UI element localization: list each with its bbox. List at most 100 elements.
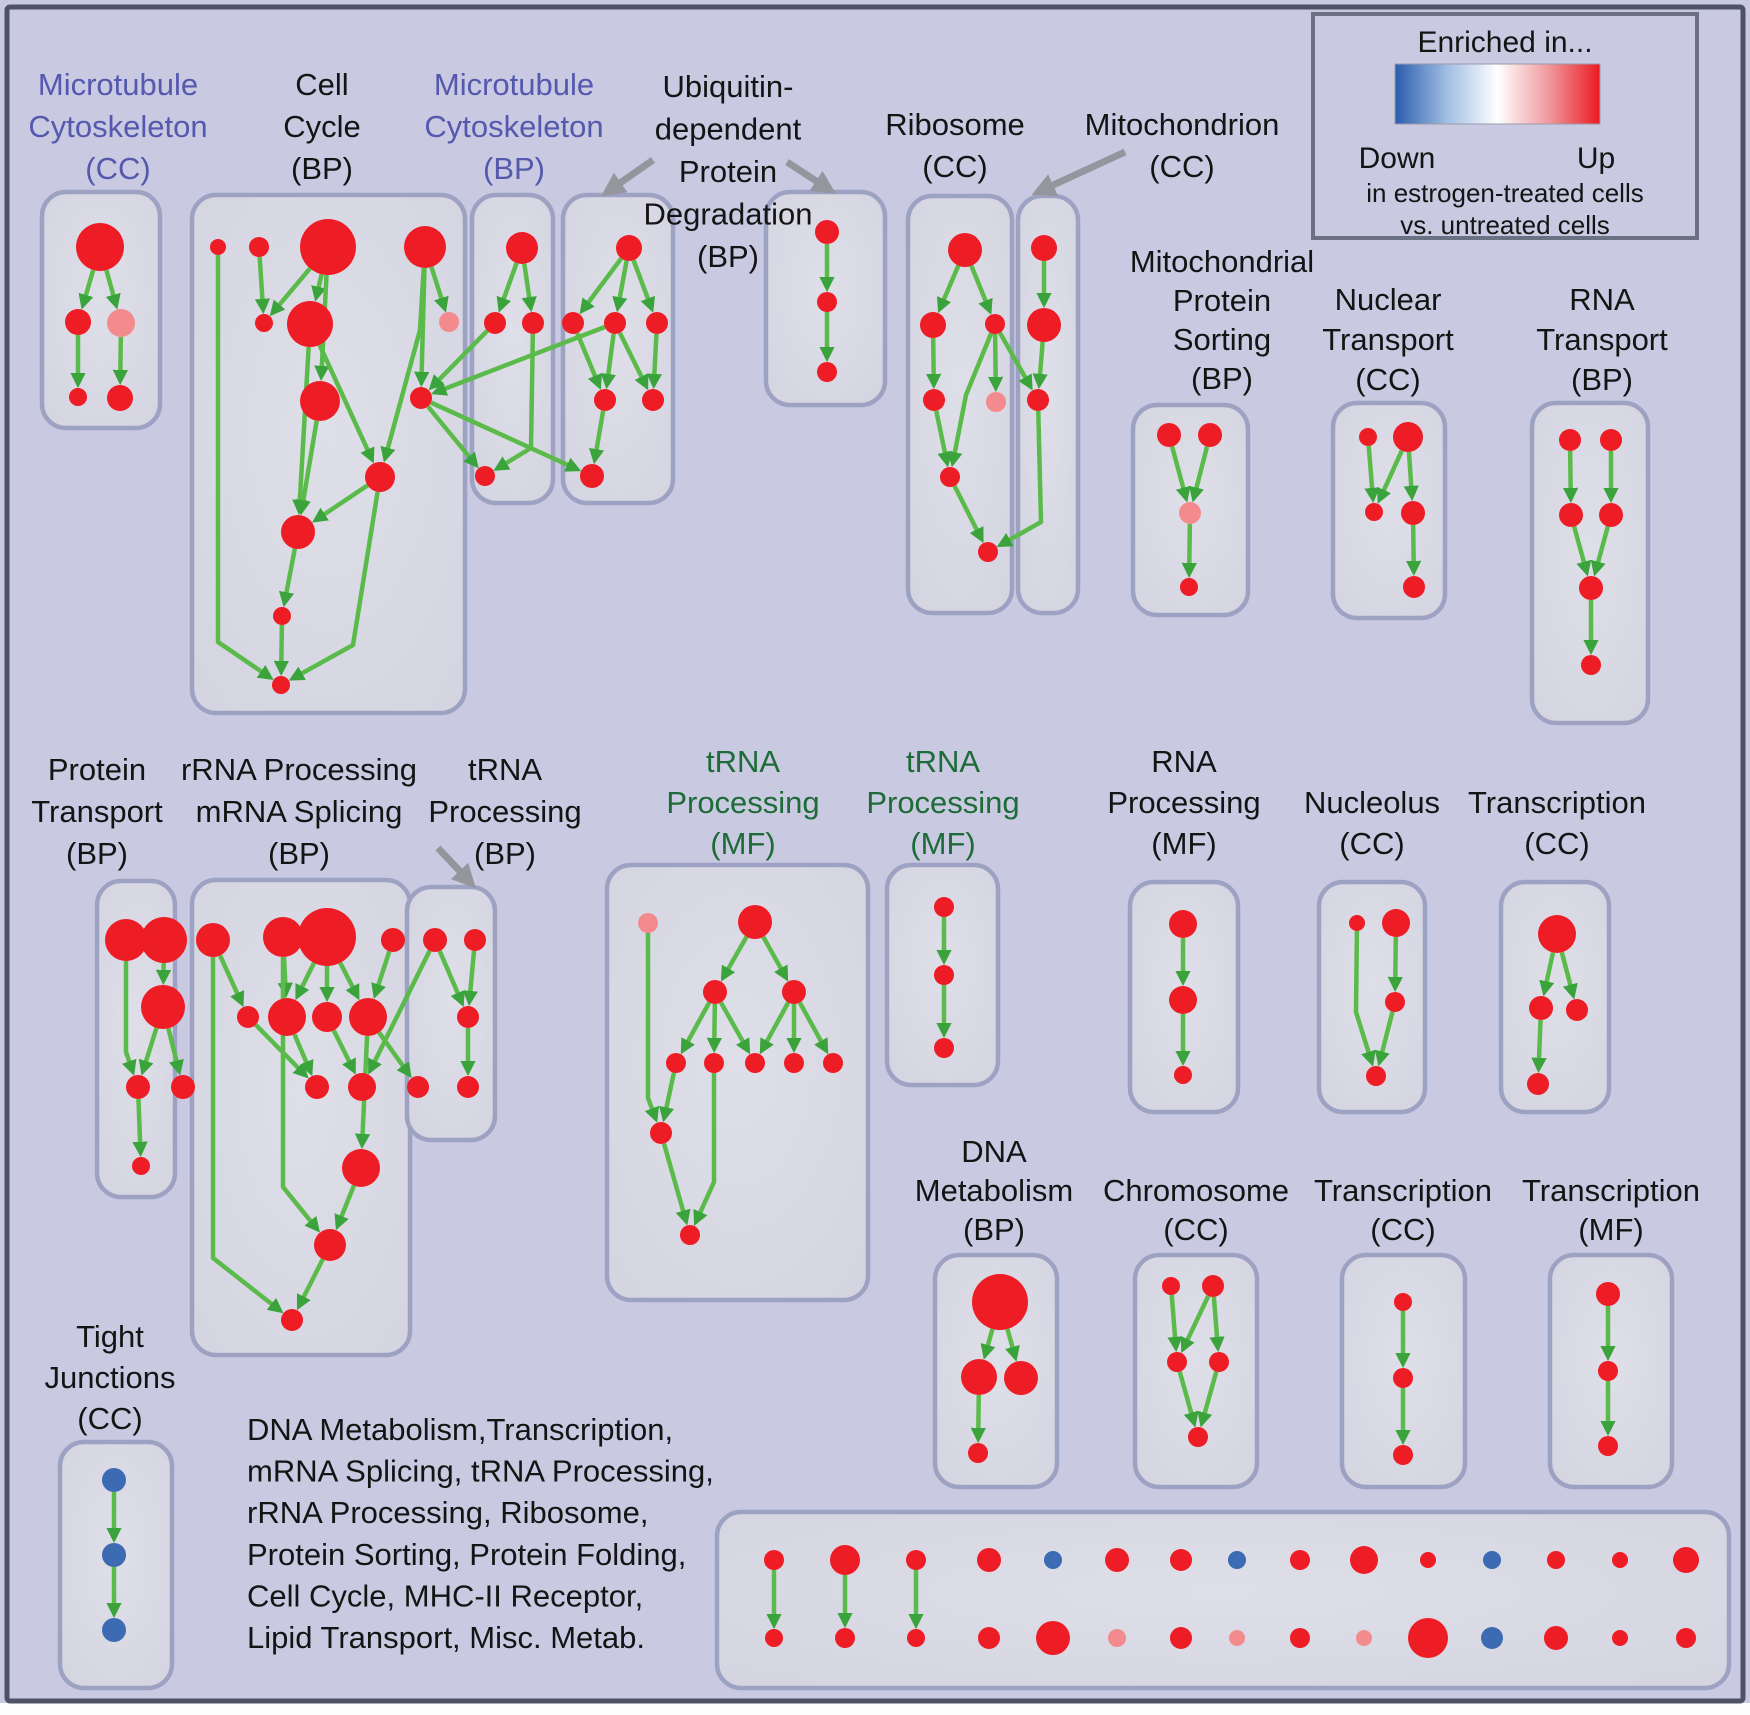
cluster-label-rrna: rRNA Processing bbox=[181, 752, 417, 787]
go-term-node bbox=[1547, 1551, 1565, 1569]
cluster-label-tightjunc: (CC) bbox=[77, 1401, 142, 1436]
cluster-box-strip bbox=[714, 1509, 1732, 1691]
relation-edge bbox=[317, 343, 375, 464]
go-term-node bbox=[961, 1359, 997, 1395]
go-term-node bbox=[1483, 1551, 1501, 1569]
relation-edge bbox=[371, 950, 392, 1000]
cluster-label-dnamet: Metabolism bbox=[915, 1173, 1074, 1208]
cluster-box-nuctrans bbox=[1330, 400, 1448, 621]
relation-edge bbox=[579, 257, 624, 315]
go-term-node bbox=[312, 1002, 342, 1032]
cluster-label-nuctrans: Nuclear bbox=[1335, 282, 1442, 317]
relation-edge bbox=[377, 1031, 412, 1079]
go-term-node bbox=[1676, 1628, 1696, 1648]
go-term-node bbox=[823, 1053, 843, 1073]
go-term-node bbox=[986, 392, 1006, 412]
relation-edge bbox=[428, 329, 489, 391]
cluster-label-nucleolus: (CC) bbox=[1339, 826, 1404, 861]
go-term-node bbox=[1170, 1627, 1192, 1649]
go-term-node bbox=[907, 1629, 925, 1647]
relation-edge bbox=[1032, 341, 1048, 390]
cluster-label-rrna: (BP) bbox=[268, 836, 330, 871]
go-term-node bbox=[1188, 1427, 1208, 1447]
relation-edge bbox=[1377, 449, 1404, 504]
annotation-arrow bbox=[435, 845, 476, 889]
cluster-label-prottrans: (BP) bbox=[66, 836, 128, 871]
relation-edge bbox=[661, 1142, 691, 1226]
go-term-node bbox=[1170, 1549, 1192, 1571]
relation-edge bbox=[132, 1098, 148, 1158]
go-term-node bbox=[300, 381, 340, 421]
go-term-node bbox=[522, 312, 544, 334]
go-term-node bbox=[1393, 422, 1423, 452]
legend-gradient-bar bbox=[1394, 63, 1601, 125]
go-term-node bbox=[457, 1006, 479, 1028]
relation-edge bbox=[1572, 525, 1592, 577]
go-term-node bbox=[765, 1629, 783, 1647]
annotation-arrow bbox=[785, 159, 836, 194]
relation-edge bbox=[1177, 1371, 1199, 1428]
relation-edge bbox=[761, 935, 789, 982]
relation-edge bbox=[1180, 1294, 1211, 1354]
relation-edge bbox=[210, 957, 284, 1314]
go-term-node bbox=[298, 908, 356, 966]
go-term-node bbox=[782, 980, 806, 1004]
go-term-node bbox=[972, 1274, 1028, 1330]
go-term-node bbox=[784, 1053, 804, 1073]
relation-edge bbox=[430, 400, 582, 472]
go-term-node bbox=[1169, 986, 1197, 1014]
go-term-node bbox=[948, 233, 982, 267]
cluster-box-dnamet bbox=[932, 1252, 1060, 1490]
cluster-label-ubiquitin: Degradation bbox=[644, 197, 813, 232]
cluster-label-chromosome: Chromosome bbox=[1103, 1173, 1289, 1208]
go-term-node bbox=[738, 905, 772, 939]
relation-edge bbox=[292, 1033, 314, 1077]
go-term-node bbox=[1403, 576, 1425, 598]
relation-edge bbox=[1403, 451, 1419, 502]
summary-text-line: mRNA Splicing, tRNA Processing, bbox=[247, 1454, 714, 1489]
relation-edge bbox=[934, 410, 953, 468]
cluster-label-rnatrans: RNA bbox=[1569, 282, 1635, 317]
cluster-label-mps: Sorting bbox=[1173, 322, 1271, 357]
go-term-node bbox=[1673, 1547, 1699, 1573]
go-term-node bbox=[1420, 1552, 1436, 1568]
relation-edge bbox=[254, 1023, 309, 1079]
relation-edge bbox=[1005, 1328, 1020, 1362]
go-term-node bbox=[1385, 992, 1405, 1012]
go-term-node bbox=[65, 309, 91, 335]
relation-edge bbox=[338, 961, 360, 1001]
relation-edge bbox=[996, 410, 1044, 548]
relation-edge bbox=[1562, 450, 1579, 504]
cluster-box-chromosome bbox=[1132, 1252, 1260, 1490]
go-term-node bbox=[650, 1122, 672, 1144]
go-term-node bbox=[1600, 429, 1622, 451]
relation-edge bbox=[292, 346, 311, 516]
go-term-node bbox=[1031, 235, 1057, 261]
cluster-label-ribosome: Ribosome bbox=[885, 107, 1025, 142]
cluster-label-nucleolus: Nucleolus bbox=[1304, 785, 1440, 820]
go-term-node bbox=[410, 387, 432, 409]
go-term-node bbox=[102, 1543, 126, 1567]
relation-edge bbox=[988, 333, 1004, 393]
go-term-node bbox=[1566, 999, 1588, 1021]
cluster-label-trnamf2: (MF) bbox=[910, 826, 975, 861]
relation-edge bbox=[334, 1184, 356, 1231]
cluster-label-cellcycle: Cycle bbox=[283, 109, 361, 144]
relation-edge bbox=[217, 954, 245, 1008]
go-term-node bbox=[1544, 1626, 1568, 1650]
go-term-node bbox=[1393, 1368, 1413, 1388]
relation-edge bbox=[1209, 1296, 1225, 1353]
go-term-node bbox=[646, 312, 668, 334]
go-term-node bbox=[126, 1075, 150, 1099]
cluster-label-transccbot: (CC) bbox=[1370, 1212, 1435, 1247]
cluster-label-mtbp: Microtubule bbox=[434, 67, 594, 102]
relation-edge bbox=[104, 269, 121, 310]
go-term-node bbox=[1290, 1628, 1310, 1648]
relation-edge bbox=[295, 420, 319, 516]
go-term-node bbox=[273, 607, 291, 625]
figure-border bbox=[4, 4, 1746, 1704]
go-term-node bbox=[1198, 423, 1222, 447]
cluster-label-trnamf2: tRNA bbox=[906, 744, 980, 779]
go-term-node bbox=[830, 1545, 860, 1575]
cluster-label-cellcycle: (BP) bbox=[291, 151, 353, 186]
